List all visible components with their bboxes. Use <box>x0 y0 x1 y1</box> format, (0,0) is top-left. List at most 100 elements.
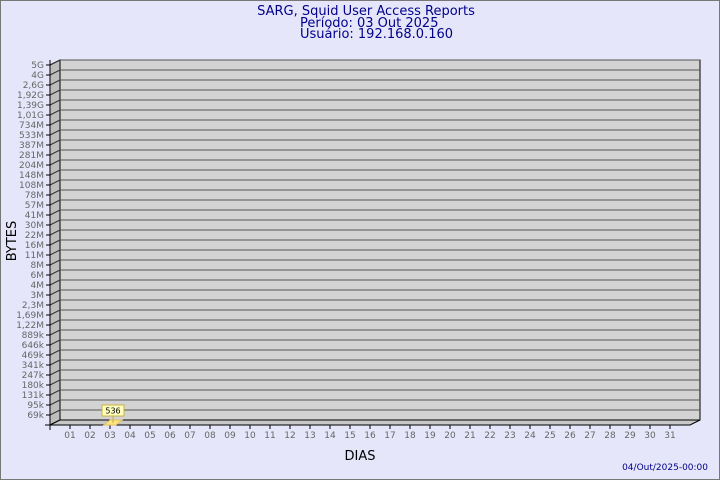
gridline-slant <box>49 119 61 126</box>
x-tick-label: 02 <box>84 431 95 441</box>
y-tick-label: 281M <box>19 151 44 161</box>
x-tick-label: 31 <box>664 431 675 441</box>
y-tick-label: 469k <box>22 351 45 361</box>
y-tick-label: 8M <box>31 261 45 271</box>
gridline-slant <box>49 379 61 386</box>
gridline-slant <box>49 269 61 276</box>
gridline-slant <box>49 199 61 206</box>
y-tick-label: 889k <box>22 331 45 341</box>
y-tick-label: 2,6G <box>23 81 44 91</box>
floor <box>49 419 701 426</box>
y-tick-label: 247k <box>22 371 45 381</box>
y-tick-label: 78M <box>25 191 44 201</box>
gridline-slant <box>49 149 61 156</box>
y-tick-label: 95k <box>27 401 44 411</box>
gridline-slant <box>49 409 61 416</box>
gridline-slant <box>49 89 61 96</box>
x-tick-label: 26 <box>564 431 576 441</box>
gridline-slant <box>49 289 61 296</box>
x-tick-label: 22 <box>484 431 495 441</box>
y-tick-label: 16M <box>25 241 44 251</box>
y-tick-label: 11M <box>25 251 44 261</box>
y-tick-label: 1,39G <box>17 101 44 111</box>
chart-title: SARG, Squid User Access Reports <box>257 4 475 19</box>
x-tick-label: 05 <box>144 431 155 441</box>
gridline-slant <box>49 349 61 356</box>
y-tick-label: 1,92G <box>17 91 44 101</box>
gridline-slant <box>49 229 61 236</box>
x-tick-label: 25 <box>544 431 555 441</box>
x-tick-label: 30 <box>644 431 656 441</box>
x-tick-label: 12 <box>284 431 295 441</box>
x-tick-label: 20 <box>444 431 456 441</box>
y-tick-label: 4M <box>31 281 45 291</box>
gridline-slant <box>49 189 61 196</box>
y-tick-label: 41M <box>25 211 44 221</box>
y-tick-label: 1,01G <box>17 111 44 121</box>
x-tick-label: 07 <box>184 431 195 441</box>
gridline-slant <box>49 219 61 226</box>
x-tick-label: 18 <box>404 431 416 441</box>
x-tick-label: 28 <box>604 431 616 441</box>
x-tick-label: 04 <box>124 431 136 441</box>
y-tick-label: 1,22M <box>16 321 44 331</box>
x-tick-label: 10 <box>244 431 256 441</box>
x-tick-label: 19 <box>424 431 436 441</box>
x-tick-label: 08 <box>204 431 216 441</box>
y-tick-label: 57M <box>25 201 44 211</box>
x-tick-label: 15 <box>344 431 355 441</box>
x-tick-label: 06 <box>164 431 176 441</box>
gridline-slant <box>49 399 61 406</box>
y-tick-label: 22M <box>25 231 44 241</box>
x-tick-label: 03 <box>104 431 115 441</box>
y-tick-label: 2,3M <box>22 301 44 311</box>
gridline-slant <box>49 109 61 116</box>
x-tick-label: 14 <box>324 431 336 441</box>
gridline-slant <box>49 79 61 86</box>
gridline-slant <box>49 279 61 286</box>
x-tick-label: 24 <box>524 431 536 441</box>
y-tick-label: 204M <box>19 161 44 171</box>
y-tick-label: 131k <box>22 391 45 401</box>
gridline-slant <box>49 359 61 366</box>
gridline-slant <box>49 259 61 266</box>
y-tick-label: 387M <box>19 141 44 151</box>
gridline-slant <box>49 169 61 176</box>
gridline-slant <box>49 369 61 376</box>
y-tick-label: 341k <box>22 361 45 371</box>
y-tick-label: 108M <box>19 181 44 191</box>
y-tick-label: 734M <box>19 121 44 131</box>
gridline-slant <box>49 309 61 316</box>
y-tick-label: 1,69M <box>16 311 44 321</box>
data-label: 536 <box>105 407 120 416</box>
x-tick-label: 13 <box>304 431 315 441</box>
gridline-slant <box>49 209 61 216</box>
y-tick-label: 4G <box>31 71 44 81</box>
gridline-slant <box>49 249 61 256</box>
x-tick-label: 11 <box>264 431 275 441</box>
y-axis-label: BYTES <box>5 221 20 262</box>
y-tick-label: 6M <box>31 271 45 281</box>
gridline-slant <box>49 139 61 146</box>
gridline-slant <box>49 69 61 76</box>
y-tick-label: 69k <box>27 411 44 421</box>
gridline-slant <box>49 179 61 186</box>
x-tick-label: 17 <box>384 431 395 441</box>
report-timestamp: 04/Out/2025-00:00 <box>622 463 708 473</box>
gridline-slant <box>49 299 61 306</box>
plot-area: 5G4G2,6G1,92G1,39G1,01G734M533M387M281M2… <box>16 59 701 441</box>
gridline-slant <box>49 239 61 246</box>
y-tick-label: 533M <box>19 131 44 141</box>
gridline-slant <box>49 59 61 66</box>
y-tick-label: 148M <box>19 171 44 181</box>
y-tick-label: 646k <box>22 341 45 351</box>
x-axis-label: DIAS <box>345 449 376 464</box>
x-tick-label: 21 <box>464 431 475 441</box>
x-tick-label: 09 <box>224 431 236 441</box>
x-tick-label: 16 <box>364 431 376 441</box>
y-tick-label: 3M <box>31 291 45 301</box>
y-tick-label: 30M <box>25 221 44 231</box>
chart-period: Período: 03 Out 2025 <box>300 16 438 31</box>
gridline-slant <box>49 159 61 166</box>
